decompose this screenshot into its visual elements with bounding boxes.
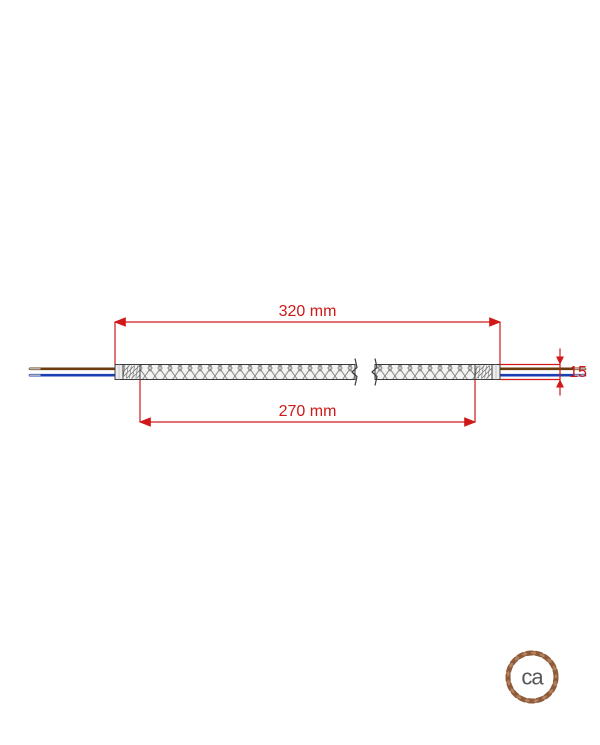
dimension-label: 270 mm [279, 403, 337, 420]
dimension-label: 320 mm [279, 303, 337, 320]
dimension-label: 15 [569, 364, 587, 381]
logo-text: ca [521, 665, 544, 690]
brand-logo: ca [504, 649, 560, 705]
dimension-drawing: 320 mm 270 mm 15 [0, 0, 600, 745]
diagram-canvas: 320 mm 270 mm 15 ca [0, 0, 600, 745]
